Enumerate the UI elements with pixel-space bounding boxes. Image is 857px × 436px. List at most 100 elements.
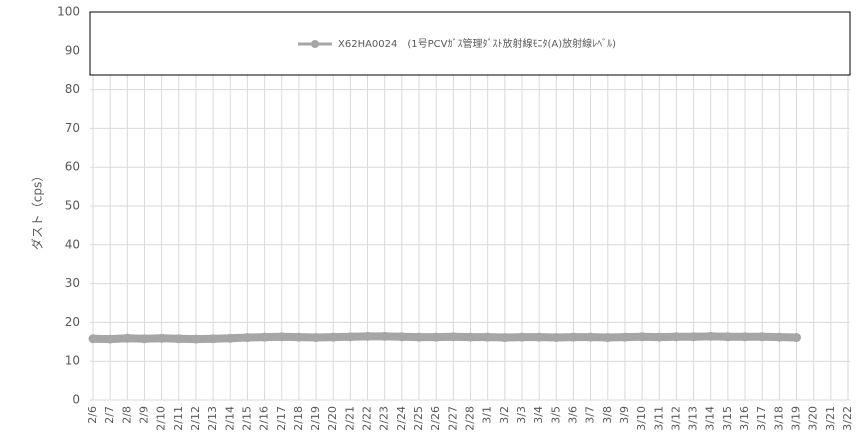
marker bbox=[689, 332, 699, 342]
y-tick-label: 30 bbox=[65, 276, 80, 290]
marker bbox=[637, 332, 647, 342]
marker bbox=[88, 334, 98, 344]
marker bbox=[671, 332, 681, 342]
marker bbox=[500, 333, 510, 343]
marker bbox=[191, 334, 201, 344]
x-tick-label: 3/2 bbox=[498, 406, 511, 424]
x-tick-label: 2/14 bbox=[223, 406, 236, 431]
x-tick-label: 3/5 bbox=[549, 406, 562, 424]
x-tick-label: 2/11 bbox=[172, 406, 185, 431]
x-tick-label: 3/9 bbox=[618, 406, 631, 424]
marker bbox=[568, 332, 578, 342]
x-tick-label: 3/1 bbox=[481, 406, 494, 424]
x-tick-label: 3/4 bbox=[532, 406, 545, 424]
y-tick-label: 40 bbox=[65, 237, 80, 251]
x-tick-label: 2/27 bbox=[446, 406, 459, 431]
marker bbox=[294, 332, 304, 342]
x-tick-label: 2/23 bbox=[378, 406, 391, 431]
legend-marker bbox=[311, 40, 319, 48]
marker bbox=[345, 332, 355, 342]
marker bbox=[225, 333, 235, 343]
x-tick-label: 3/8 bbox=[601, 406, 614, 424]
x-tick-label: 3/7 bbox=[584, 406, 597, 424]
marker bbox=[363, 331, 373, 341]
marker bbox=[174, 334, 184, 344]
marker bbox=[414, 332, 424, 342]
marker bbox=[483, 332, 493, 342]
marker bbox=[448, 332, 458, 342]
y-tick-label: 20 bbox=[65, 315, 80, 329]
x-tick-label: 2/24 bbox=[395, 406, 408, 431]
marker bbox=[534, 332, 544, 342]
marker bbox=[122, 333, 132, 343]
marker bbox=[792, 333, 802, 343]
marker bbox=[551, 333, 561, 343]
x-tick-label: 2/13 bbox=[206, 406, 219, 431]
x-tick-label: 3/15 bbox=[721, 406, 734, 431]
x-tick-label: 2/25 bbox=[412, 406, 425, 431]
x-tick-label: 3/16 bbox=[738, 406, 751, 431]
x-tick-label: 2/12 bbox=[189, 406, 202, 431]
x-tick-label: 3/14 bbox=[704, 406, 717, 431]
x-tick-label: 3/18 bbox=[772, 406, 785, 431]
x-tick-label: 3/12 bbox=[669, 406, 682, 431]
x-tick-label: 3/22 bbox=[841, 406, 854, 431]
x-tick-label: 3/20 bbox=[807, 406, 820, 431]
x-tick-label: 2/8 bbox=[120, 406, 133, 424]
marker bbox=[311, 333, 321, 343]
y-tick-label: 70 bbox=[65, 121, 80, 135]
x-tick-label: 3/11 bbox=[652, 406, 665, 431]
x-tick-label: 3/6 bbox=[566, 406, 579, 424]
y-tick-label: 0 bbox=[72, 393, 80, 407]
x-tick-label: 2/15 bbox=[240, 406, 253, 431]
marker bbox=[431, 332, 441, 342]
y-tick-label: 90 bbox=[65, 43, 80, 57]
x-tick-label: 2/28 bbox=[464, 406, 477, 431]
marker bbox=[208, 334, 218, 344]
marker bbox=[723, 332, 733, 342]
x-tick-label: 2/20 bbox=[326, 406, 339, 431]
marker bbox=[157, 333, 167, 343]
marker bbox=[706, 331, 716, 341]
marker bbox=[260, 332, 270, 342]
marker bbox=[603, 333, 613, 343]
marker bbox=[466, 332, 475, 342]
y-axis-label: ダスト（cps） bbox=[30, 170, 45, 250]
y-tick-label: 80 bbox=[65, 82, 80, 96]
x-tick-label: 2/17 bbox=[275, 406, 288, 431]
x-tick-label: 2/22 bbox=[361, 406, 374, 431]
marker bbox=[242, 333, 252, 343]
marker bbox=[586, 332, 596, 342]
x-tick-label: 2/18 bbox=[292, 406, 305, 431]
marker bbox=[397, 332, 407, 342]
marker bbox=[328, 332, 338, 342]
marker bbox=[139, 334, 149, 344]
marker bbox=[620, 332, 630, 342]
x-tick-label: 2/10 bbox=[155, 406, 168, 431]
x-tick-label: 3/21 bbox=[824, 406, 837, 431]
marker bbox=[517, 332, 527, 342]
marker bbox=[740, 332, 750, 342]
marker bbox=[380, 331, 390, 341]
x-tick-label: 2/21 bbox=[343, 406, 356, 431]
y-tick-label: 100 bbox=[57, 5, 80, 19]
x-tick-label: 2/26 bbox=[429, 406, 442, 431]
marker bbox=[774, 332, 784, 342]
y-tick-label: 60 bbox=[65, 160, 80, 174]
legend-label: X62HA0024 (1号PCVｶﾞｽ管理ﾀﾞｽﾄ放射線ﾓﾆﾀ(A)放射線ﾚﾍﾞ… bbox=[338, 37, 616, 50]
x-tick-label: 2/19 bbox=[309, 406, 322, 431]
marker bbox=[105, 334, 115, 344]
x-tick-label: 2/6 bbox=[86, 406, 99, 424]
x-tick-label: 3/19 bbox=[790, 406, 803, 431]
y-tick-label: 10 bbox=[65, 354, 80, 368]
marker bbox=[757, 332, 767, 342]
x-tick-label: 2/16 bbox=[258, 406, 271, 431]
legend-box bbox=[89, 11, 851, 76]
x-tick-label: 2/9 bbox=[137, 406, 150, 424]
y-tick-label: 50 bbox=[65, 199, 80, 213]
x-tick-label: 3/3 bbox=[515, 406, 528, 424]
marker bbox=[654, 332, 664, 342]
x-tick-label: 3/10 bbox=[635, 406, 648, 431]
x-tick-label: 3/13 bbox=[687, 406, 700, 431]
